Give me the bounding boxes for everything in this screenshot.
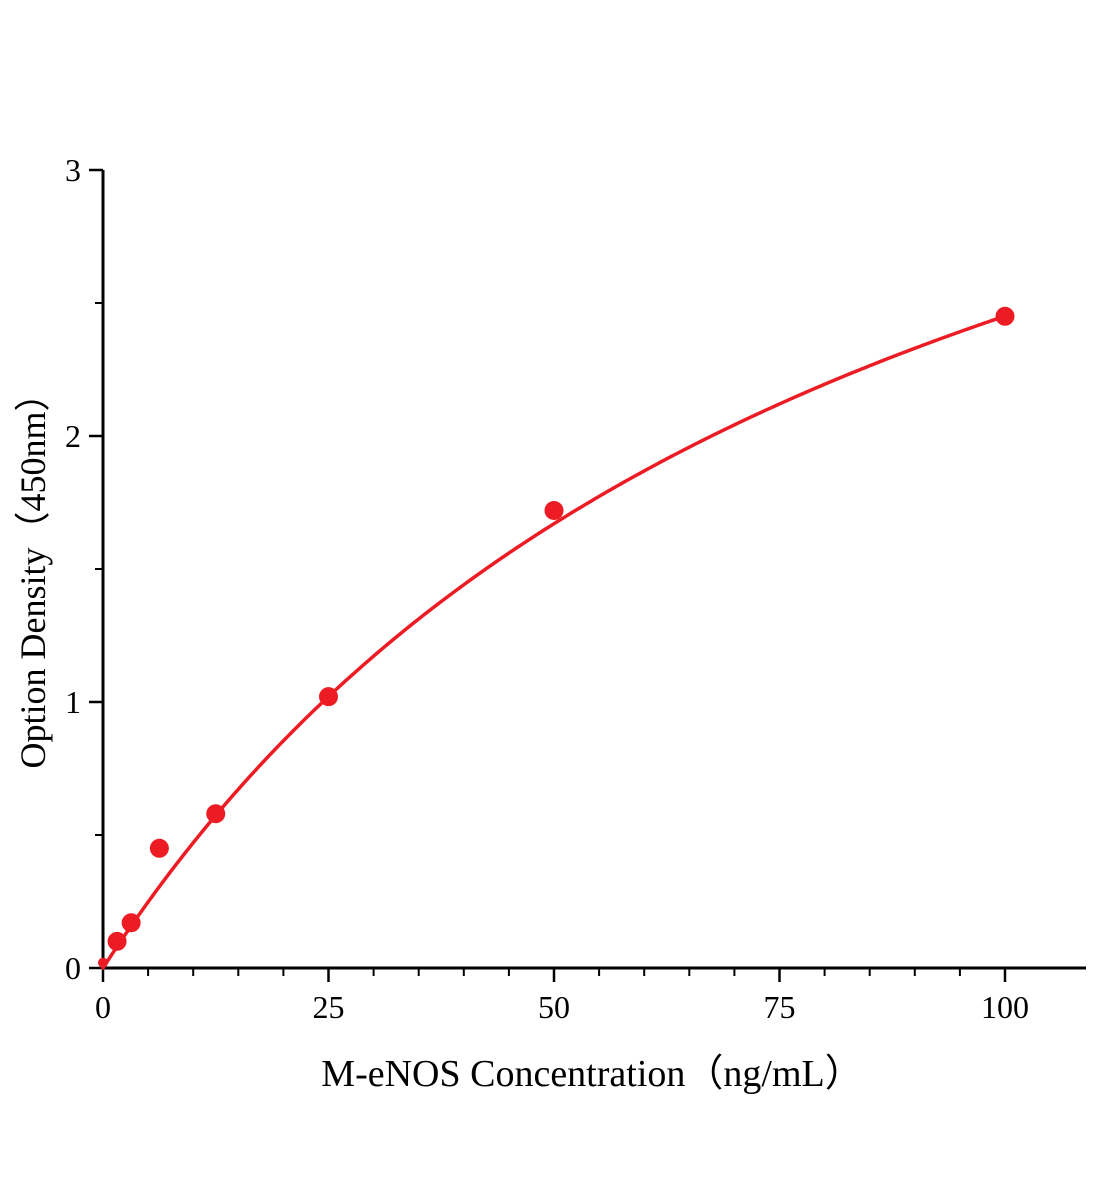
x-tick-label: 75	[764, 989, 796, 1025]
x-tick-label: 25	[313, 989, 345, 1025]
data-point	[544, 500, 564, 520]
y-tick-label: 1	[65, 684, 81, 720]
x-tick-label: 50	[538, 989, 570, 1025]
data-point	[319, 687, 338, 707]
y-tick-label: 3	[65, 152, 81, 188]
x-axis-title: M-eNOS Concentration（ng/mL）	[321, 1053, 863, 1095]
data-point	[206, 804, 226, 824]
data-point	[995, 306, 1015, 326]
y-tick-label: 0	[65, 950, 81, 986]
data-point	[149, 838, 169, 858]
y-axis-title: Option Density（450nm）	[13, 375, 53, 769]
data-point	[107, 931, 127, 951]
x-tick-label: 100	[981, 989, 1029, 1025]
x-tick-label: 0	[95, 989, 111, 1025]
data-point	[98, 957, 108, 968]
y-tick-label: 2	[65, 418, 81, 454]
data-point	[121, 913, 141, 933]
fit-curve	[101, 314, 1007, 970]
